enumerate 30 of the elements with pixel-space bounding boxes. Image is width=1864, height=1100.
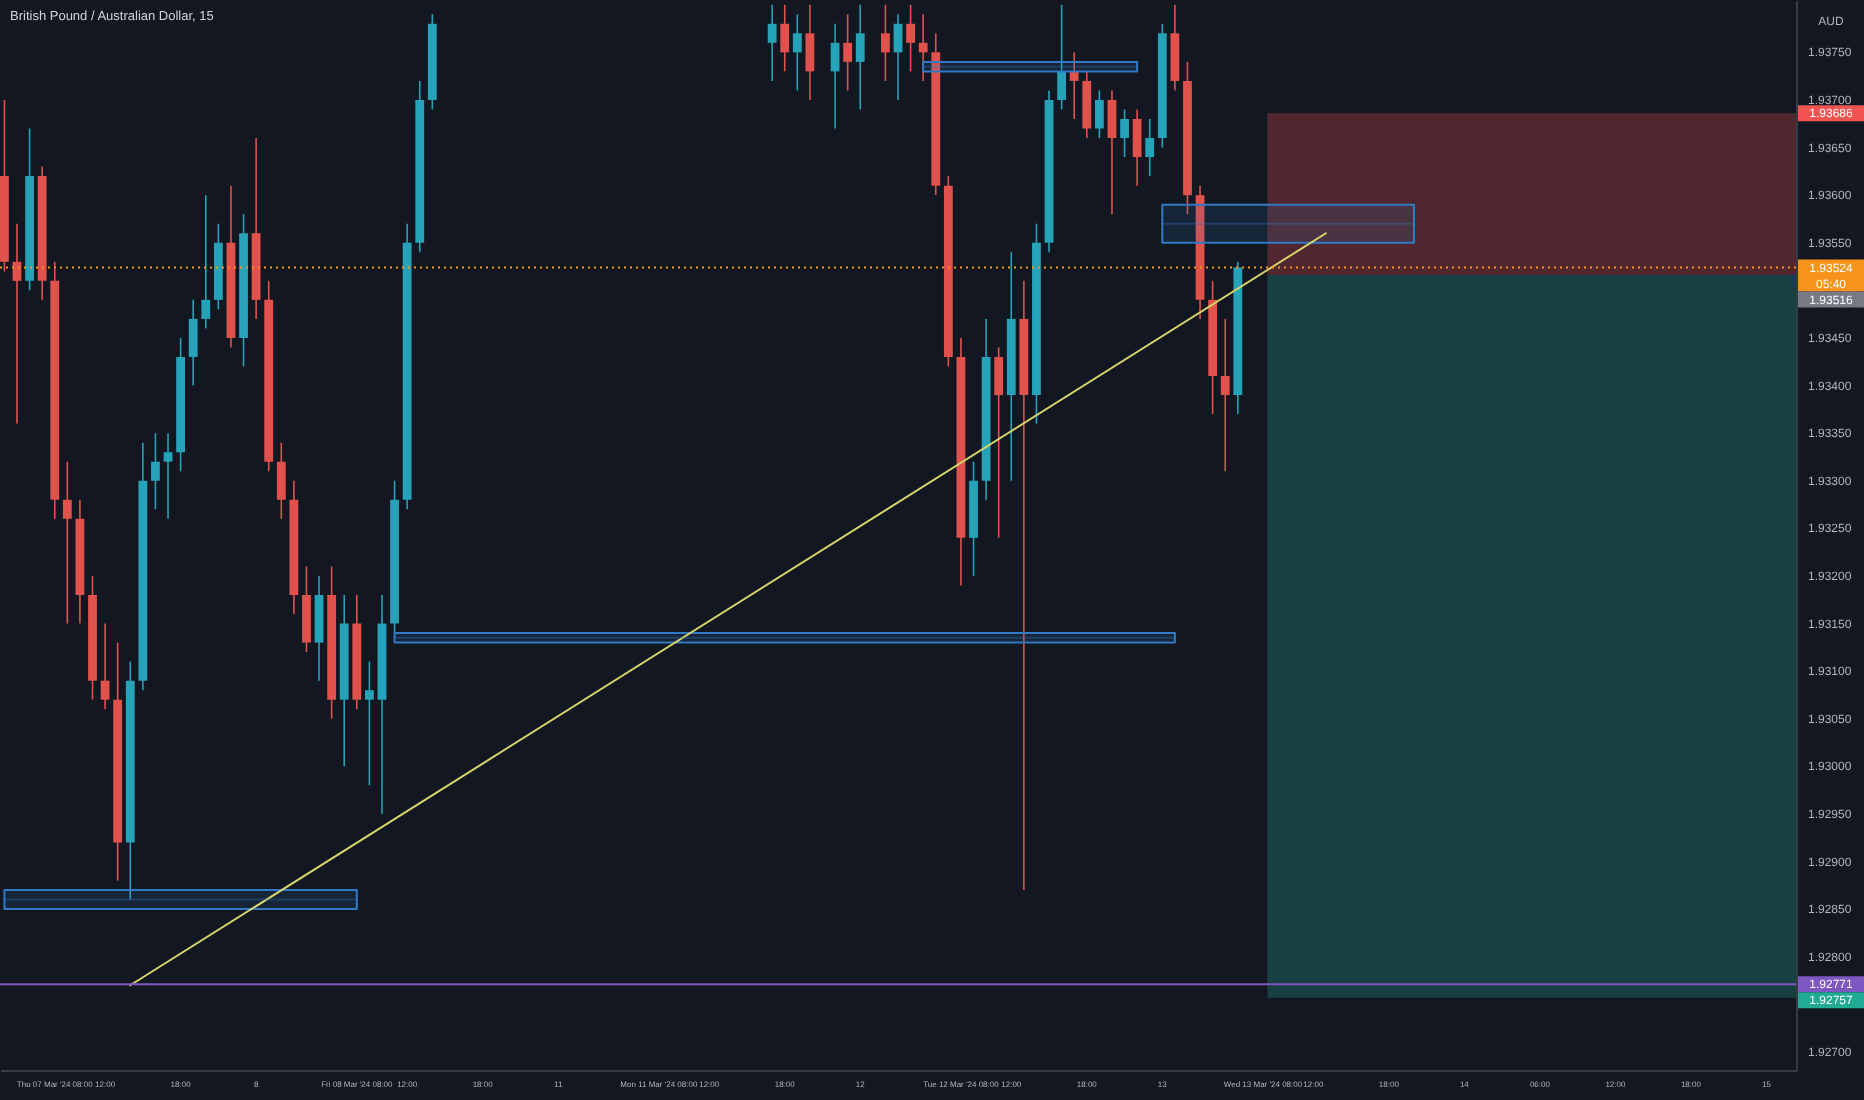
- candlestick: [881, 3, 890, 82]
- candlestick: [855, 3, 865, 111]
- candlestick: [188, 299, 198, 387]
- candlestick: [780, 3, 790, 73]
- candlestick: [163, 432, 173, 520]
- candlestick: [1107, 89, 1117, 215]
- candlestick: [1082, 70, 1092, 139]
- candlestick: [314, 575, 324, 682]
- candlestick: [364, 660, 374, 787]
- candlestick: [906, 3, 915, 73]
- candlestick: [843, 13, 853, 92]
- candlestick: [918, 13, 928, 82]
- candlestick: [201, 194, 211, 330]
- candlestick: [1132, 108, 1142, 187]
- candlestick: [151, 432, 160, 511]
- candlestick: [792, 13, 802, 92]
- candlestick: [1220, 318, 1230, 473]
- candlestick: [1120, 108, 1129, 158]
- candlestick: [767, 3, 777, 82]
- candlestick: [302, 565, 311, 653]
- candlestick: [1170, 3, 1180, 92]
- candlestick: [1145, 118, 1155, 177]
- candlestick: [994, 346, 1004, 539]
- candlestick: [276, 441, 286, 520]
- candlestick: [1094, 89, 1104, 139]
- candlestick: [1057, 3, 1067, 111]
- candlestick: [805, 3, 815, 101]
- candlestick: [1069, 51, 1079, 120]
- candlestick: [62, 460, 72, 625]
- candlestick: [100, 622, 110, 711]
